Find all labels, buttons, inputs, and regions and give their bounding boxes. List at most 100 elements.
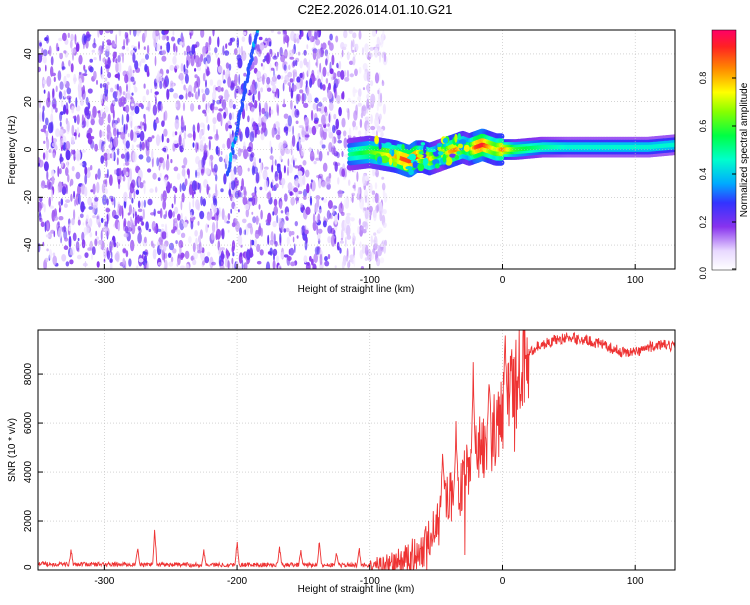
- noise-speck: [191, 44, 196, 55]
- noise-speck: [89, 240, 93, 251]
- noise-speck: [296, 235, 299, 239]
- track-blob: [408, 153, 417, 161]
- noise-speck: [100, 108, 104, 115]
- noise-speck: [192, 142, 195, 148]
- noise-speck: [190, 103, 195, 112]
- noise-speck: [132, 52, 136, 63]
- noise-speck: [134, 45, 138, 49]
- noise-speck: [259, 186, 263, 191]
- noise-speck: [202, 260, 206, 266]
- noise-speck: [228, 98, 233, 109]
- noise-speck: [39, 196, 43, 203]
- noise-speck: [233, 166, 237, 175]
- track-point: [498, 133, 505, 140]
- noise-speck: [231, 222, 236, 228]
- noise-speck: [215, 145, 219, 155]
- noise-speck: [357, 226, 360, 234]
- noise-speck: [60, 111, 64, 116]
- noise-speck: [359, 118, 363, 128]
- noise-speck: [162, 190, 167, 202]
- noise-speck: [287, 158, 290, 167]
- noise-speck: [369, 46, 374, 51]
- noise-speck: [248, 201, 252, 207]
- noise-speck: [62, 183, 67, 189]
- noise-speck: [265, 53, 270, 63]
- spectrogram-y-axis-label: Frequency (Hz): [7, 116, 18, 185]
- noise-speck: [215, 174, 218, 182]
- noise-speck: [238, 74, 241, 85]
- noise-speck: [291, 134, 296, 147]
- noise-speck: [265, 102, 268, 114]
- snr-series-line: [38, 330, 675, 570]
- noise-speck: [217, 65, 223, 73]
- noise-speck: [241, 178, 245, 190]
- noise-speck: [45, 64, 47, 72]
- noise-speck: [112, 109, 115, 120]
- noise-speck: [202, 109, 207, 114]
- track-blob: [436, 143, 443, 148]
- noise-speck: [95, 173, 98, 180]
- noise-speck: [367, 82, 371, 94]
- noise-speck: [269, 155, 274, 160]
- noise-speck: [97, 30, 100, 38]
- noise-speck: [171, 36, 175, 42]
- noise-speck: [52, 88, 54, 100]
- noise-speck: [180, 200, 183, 211]
- noise-speck: [163, 128, 168, 137]
- noise-speck: [38, 53, 43, 63]
- noise-speck: [333, 229, 336, 237]
- track-blob: [374, 135, 379, 145]
- noise-speck: [59, 81, 64, 90]
- noise-speck: [40, 221, 45, 228]
- track-blob: [463, 144, 470, 152]
- noise-speck: [107, 168, 109, 179]
- streak-point: [229, 152, 233, 159]
- noise-speck: [357, 102, 362, 107]
- y-tick-label: -40: [23, 237, 34, 252]
- noise-speck: [123, 200, 127, 209]
- noise-speck: [53, 76, 56, 83]
- track-blob: [429, 148, 437, 153]
- noise-speck: [327, 254, 331, 260]
- noise-speck: [84, 106, 90, 116]
- noise-speck: [336, 78, 340, 85]
- noise-speck: [283, 64, 287, 71]
- colorbar-ticks: 0.0 0.2 0.4 0.6 0.8: [698, 72, 736, 280]
- noise-speck: [316, 175, 321, 178]
- noise-speck: [222, 143, 226, 149]
- noise-speck: [310, 180, 316, 192]
- noise-speck: [96, 261, 100, 268]
- noise-speck: [93, 70, 97, 80]
- noise-speck: [227, 260, 230, 269]
- noise-speck: [362, 229, 367, 234]
- noise-speck: [164, 177, 168, 187]
- noise-speck: [328, 82, 331, 91]
- noise-speck: [181, 168, 186, 177]
- noise-speck: [258, 36, 263, 41]
- noise-speck: [370, 125, 376, 131]
- noise-speck: [319, 126, 324, 138]
- noise-speck: [368, 115, 371, 124]
- noise-speck: [138, 177, 141, 187]
- noise-speck: [305, 261, 311, 269]
- noise-speck: [303, 49, 307, 56]
- noise-speck: [81, 74, 85, 83]
- noise-speck: [313, 77, 317, 82]
- noise-speck: [277, 131, 280, 136]
- noise-speck: [50, 56, 54, 66]
- noise-speck: [86, 170, 91, 179]
- noise-speck: [250, 239, 252, 249]
- noise-speck: [312, 263, 317, 269]
- noise-speck: [78, 87, 82, 100]
- x-tick-label: 100: [627, 576, 644, 587]
- track-blob: [457, 133, 461, 140]
- y-tick-label: 2000: [23, 509, 34, 532]
- noise-speck: [319, 62, 322, 73]
- noise-speck: [166, 138, 170, 143]
- noise-speck: [150, 240, 154, 247]
- noise-speck: [368, 182, 373, 193]
- noise-speck: [140, 58, 146, 63]
- noise-speck: [198, 235, 201, 244]
- noise-speck: [130, 129, 134, 141]
